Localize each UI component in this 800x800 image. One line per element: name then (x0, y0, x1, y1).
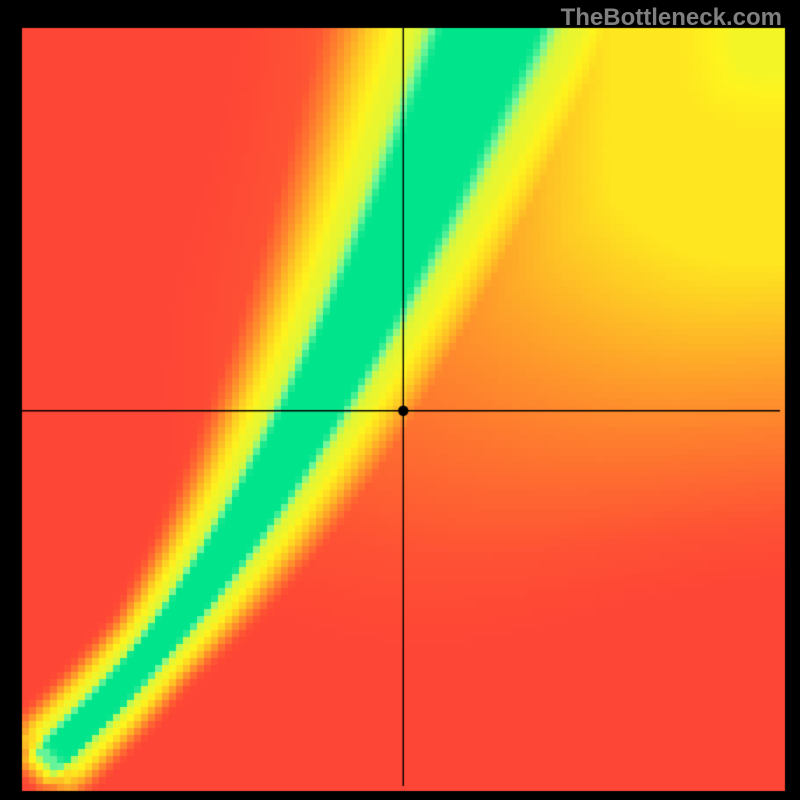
chart-container: TheBottleneck.com (0, 0, 800, 800)
watermark-text: TheBottleneck.com (561, 4, 782, 32)
bottleneck-heatmap (0, 0, 800, 800)
